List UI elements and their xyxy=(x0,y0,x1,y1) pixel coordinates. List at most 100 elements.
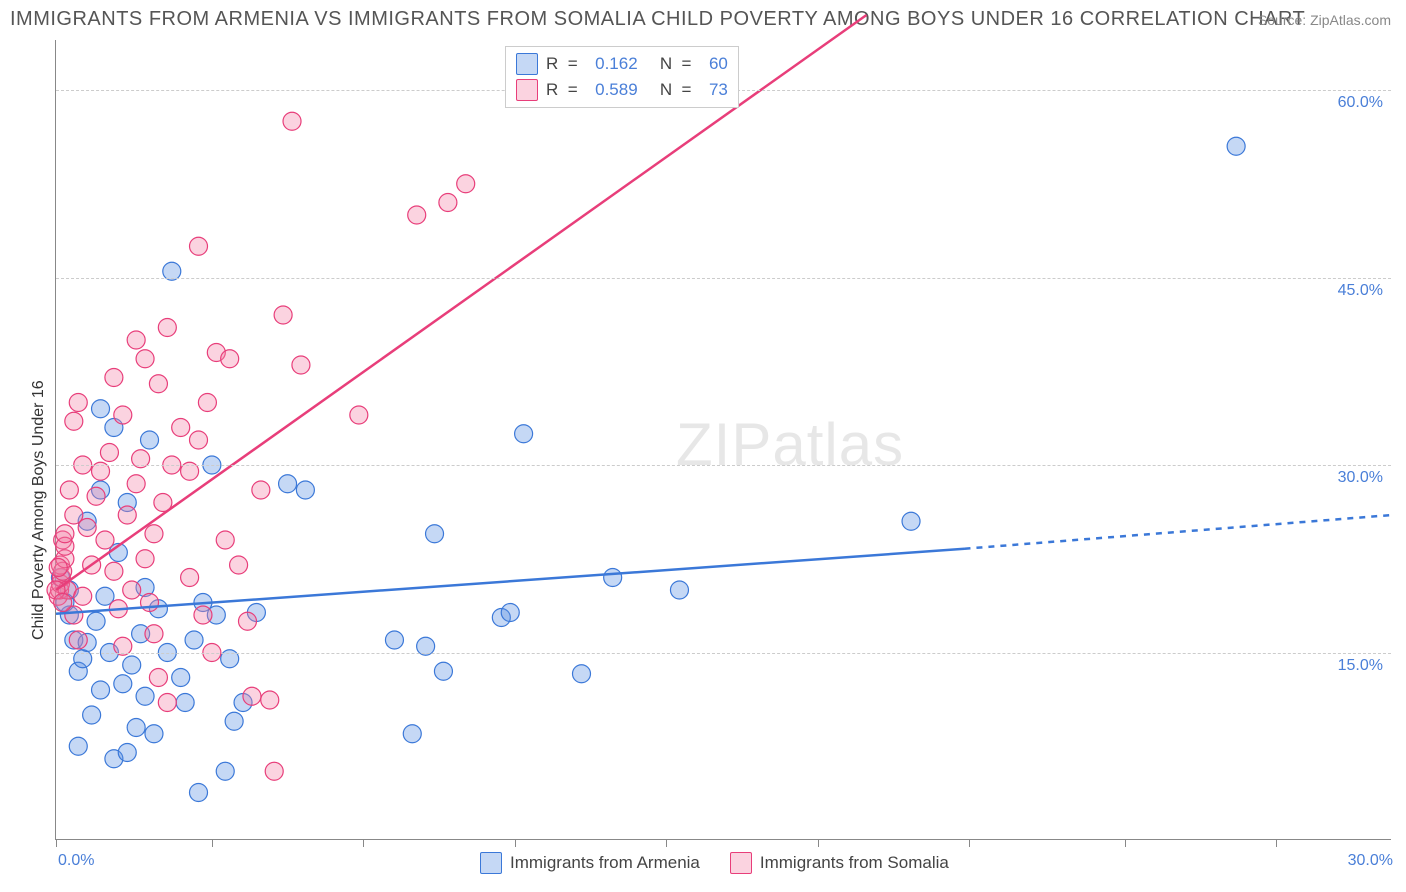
x-tick xyxy=(212,839,213,847)
data-point xyxy=(158,319,176,337)
data-point xyxy=(69,394,87,412)
legend-item-armenia: Immigrants from Armenia xyxy=(480,852,700,874)
data-point xyxy=(225,712,243,730)
data-point xyxy=(65,506,83,524)
swatch-armenia-bottom xyxy=(480,852,502,874)
data-point xyxy=(92,400,110,418)
data-point xyxy=(69,631,87,649)
data-point xyxy=(172,419,190,437)
correlation-legend: R = 0.162 N = 60 R = 0.589 N = 73 xyxy=(505,46,739,108)
data-point xyxy=(141,594,159,612)
data-point xyxy=(216,762,234,780)
legend-n-label-2: N = xyxy=(646,80,701,100)
data-point xyxy=(92,681,110,699)
x-tick xyxy=(56,839,57,847)
swatch-somalia-bottom xyxy=(730,852,752,874)
legend-item-somalia: Immigrants from Somalia xyxy=(730,852,949,874)
legend-row-armenia: R = 0.162 N = 60 xyxy=(516,51,728,77)
data-point xyxy=(96,531,114,549)
y-tick-label: 60.0% xyxy=(1338,94,1383,112)
y-axis-label: Child Poverty Among Boys Under 16 xyxy=(30,380,48,640)
series-legend: Immigrants from Armenia Immigrants from … xyxy=(480,852,949,874)
data-point xyxy=(350,406,368,424)
data-point xyxy=(118,506,136,524)
data-point xyxy=(127,331,145,349)
legend-n-label-1: N = xyxy=(646,54,701,74)
x-tick xyxy=(818,839,819,847)
data-point xyxy=(283,112,301,130)
data-point xyxy=(127,475,145,493)
data-point xyxy=(123,581,141,599)
plot-area: ZIPatlas 15.0%30.0%45.0%60.0%0.0%30.0% xyxy=(55,40,1391,840)
gridline xyxy=(56,653,1391,654)
data-point xyxy=(572,665,590,683)
data-point xyxy=(145,625,163,643)
data-point xyxy=(216,531,234,549)
data-point xyxy=(105,369,123,387)
data-point xyxy=(181,569,199,587)
data-point xyxy=(123,656,141,674)
data-point xyxy=(105,562,123,580)
y-tick-label: 45.0% xyxy=(1338,282,1383,300)
data-point xyxy=(221,350,239,368)
gridline xyxy=(56,465,1391,466)
data-point xyxy=(54,594,72,612)
data-point xyxy=(515,425,533,443)
chart-title: IMMIGRANTS FROM ARMENIA VS IMMIGRANTS FR… xyxy=(10,8,1305,31)
source-attribution: Source: ZipAtlas.com xyxy=(1258,12,1391,28)
legend-n-value-2: 73 xyxy=(709,80,728,100)
data-point xyxy=(87,612,105,630)
data-point xyxy=(252,481,270,499)
legend-label-somalia: Immigrants from Somalia xyxy=(760,853,949,873)
source-label: Source: xyxy=(1258,12,1310,28)
data-point xyxy=(65,412,83,430)
data-point xyxy=(56,525,74,543)
x-tick xyxy=(1276,839,1277,847)
swatch-armenia xyxy=(516,53,538,75)
data-point xyxy=(149,669,167,687)
legend-row-somalia: R = 0.589 N = 73 xyxy=(516,77,728,103)
legend-r-label-1: R = xyxy=(546,54,587,74)
x-tick xyxy=(515,839,516,847)
legend-label-armenia: Immigrants from Armenia xyxy=(510,853,700,873)
chart-container: IMMIGRANTS FROM ARMENIA VS IMMIGRANTS FR… xyxy=(0,0,1406,892)
data-point xyxy=(136,687,154,705)
data-point xyxy=(190,431,208,449)
data-point xyxy=(185,631,203,649)
trend-line-extrapolated xyxy=(964,515,1392,549)
data-point xyxy=(238,612,256,630)
data-point xyxy=(172,669,190,687)
x-tick-label-max: 30.0% xyxy=(1348,852,1393,870)
legend-n-value-1: 60 xyxy=(709,54,728,74)
data-point xyxy=(230,556,248,574)
data-point xyxy=(190,237,208,255)
data-point xyxy=(118,744,136,762)
data-point xyxy=(176,694,194,712)
data-point xyxy=(83,706,101,724)
legend-r-label-2: R = xyxy=(546,80,587,100)
data-point xyxy=(426,525,444,543)
data-point xyxy=(114,675,132,693)
data-point xyxy=(292,356,310,374)
data-point xyxy=(408,206,426,224)
data-point xyxy=(149,375,167,393)
data-point xyxy=(265,762,283,780)
trend-line xyxy=(56,15,867,590)
data-point xyxy=(457,175,475,193)
data-point xyxy=(114,406,132,424)
data-point xyxy=(60,481,78,499)
data-point xyxy=(127,719,145,737)
y-tick-label: 30.0% xyxy=(1338,469,1383,487)
x-tick xyxy=(969,839,970,847)
data-point xyxy=(403,725,421,743)
data-point xyxy=(145,525,163,543)
data-point xyxy=(198,394,216,412)
data-point xyxy=(385,631,403,649)
data-point xyxy=(87,487,105,505)
x-tick xyxy=(666,839,667,847)
data-point xyxy=(434,662,452,680)
source-value: ZipAtlas.com xyxy=(1310,12,1391,28)
data-point xyxy=(439,194,457,212)
data-point xyxy=(49,559,67,577)
x-tick xyxy=(363,839,364,847)
